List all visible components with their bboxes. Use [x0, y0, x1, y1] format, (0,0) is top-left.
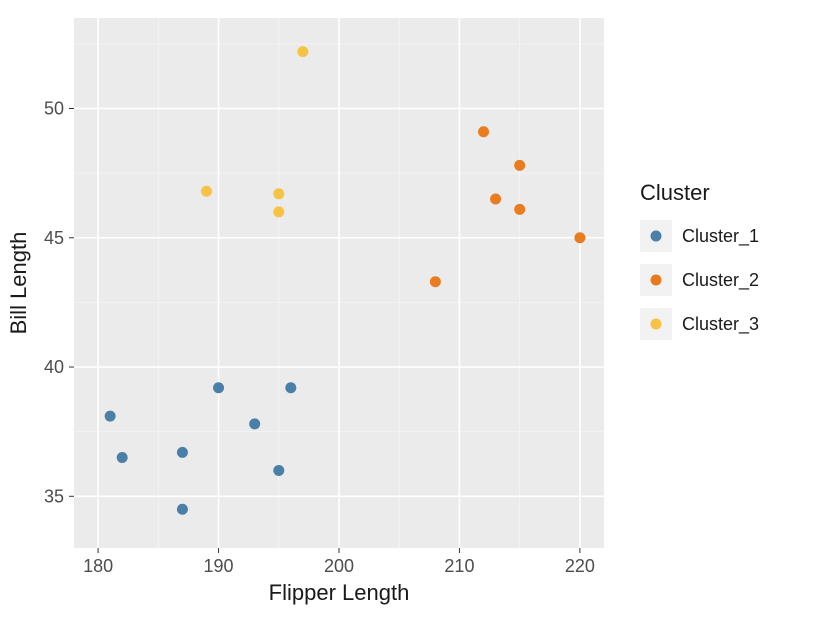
y-tick-label: 35: [44, 486, 64, 506]
data-point: [574, 232, 585, 243]
data-point: [297, 46, 308, 57]
y-tick-label: 50: [44, 98, 64, 118]
legend-key-dot: [651, 231, 662, 242]
chart-container: 180 190 200 210 220 35 40 45 50 Flipper Length Bil…: [0, 0, 816, 624]
x-tick-label: 210: [444, 556, 474, 576]
y-tick-label: 45: [44, 228, 64, 248]
legend-title: Cluster: [640, 180, 710, 205]
data-point: [117, 452, 128, 463]
x-axis-title: Flipper Length: [269, 580, 410, 605]
legend-label: Cluster_3: [682, 314, 759, 335]
legend-label: Cluster_1: [682, 226, 759, 247]
x-tick-label: 200: [324, 556, 354, 576]
data-point: [430, 276, 441, 287]
data-point: [213, 382, 224, 393]
legend-key-dot: [651, 275, 662, 286]
data-point: [249, 418, 260, 429]
data-point: [273, 188, 284, 199]
data-point: [273, 206, 284, 217]
data-point: [514, 160, 525, 171]
data-point: [201, 186, 212, 197]
y-axis-title: Bill Length: [6, 232, 31, 335]
data-point: [478, 126, 489, 137]
x-tick-label: 180: [83, 556, 113, 576]
x-tick-label: 190: [204, 556, 234, 576]
x-tick-label: 220: [565, 556, 595, 576]
scatter-chart: 180 190 200 210 220 35 40 45 50 Flipper Length Bil…: [0, 0, 816, 624]
data-point: [105, 411, 116, 422]
data-point: [177, 447, 188, 458]
data-point: [285, 382, 296, 393]
legend-key-dot: [651, 319, 662, 330]
data-point: [514, 204, 525, 215]
y-tick-label: 40: [44, 357, 64, 377]
legend-label: Cluster_2: [682, 270, 759, 291]
data-point: [490, 193, 501, 204]
data-point: [273, 465, 284, 476]
data-point: [177, 504, 188, 515]
